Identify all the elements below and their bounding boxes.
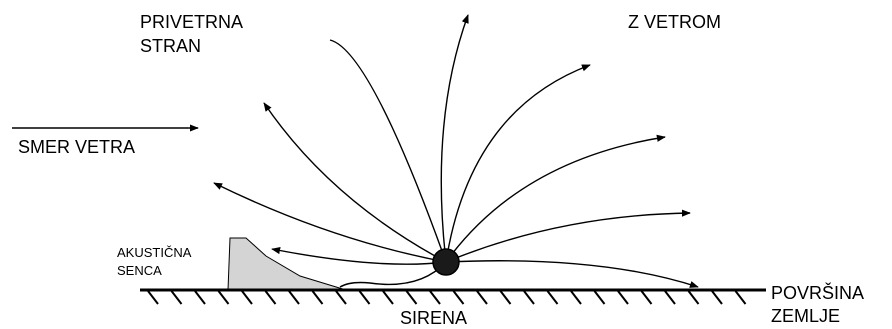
ground-label: ZEMLJE — [771, 306, 840, 326]
ground-hatch — [736, 291, 746, 304]
ground-hatch — [383, 291, 393, 304]
acoustic-shadow — [228, 238, 346, 290]
ground-hatch — [689, 291, 699, 304]
ground-hatch — [595, 291, 605, 304]
siren-label: SIRENA — [400, 308, 467, 328]
downwind-label: Z VETROM — [628, 12, 721, 32]
ground-hatch — [219, 291, 229, 304]
ground-hatch — [289, 291, 299, 304]
ground-hatch — [477, 291, 487, 304]
siren — [433, 249, 459, 275]
shadow-label: AKUSTIČNA — [117, 245, 192, 260]
ground-hatch — [665, 291, 675, 304]
ground-hatch — [360, 291, 370, 304]
ground-hatch — [430, 291, 440, 304]
ground-hatch — [266, 291, 276, 304]
ground-hatch — [501, 291, 511, 304]
ground-hatch — [195, 291, 205, 304]
ground-hatch — [172, 291, 182, 304]
sound-rays — [214, 15, 698, 287]
diagram: PRIVETRNA STRAN Z VETROM SMER VETRA AKUS… — [0, 0, 892, 329]
ground-hatch — [407, 291, 417, 304]
ground-hatch — [313, 291, 323, 304]
ground-label: POVRŠINA — [771, 282, 864, 303]
ground-hatch — [242, 291, 252, 304]
ground-hatch — [524, 291, 534, 304]
ground-hatch — [618, 291, 628, 304]
ground-hatch — [642, 291, 652, 304]
upwind-label: STRAN — [140, 36, 201, 56]
ground-hatch — [336, 291, 346, 304]
ground-hatch — [571, 291, 581, 304]
shadow-label: SENCA — [117, 263, 162, 278]
ground-hatch — [548, 291, 558, 304]
ground-hatch — [712, 291, 722, 304]
ground-hatch — [148, 291, 158, 304]
ground — [140, 290, 766, 304]
wind-direction-label: SMER VETRA — [18, 137, 135, 157]
upwind-label: PRIVETRNA — [140, 12, 243, 32]
ground-hatch — [454, 291, 464, 304]
